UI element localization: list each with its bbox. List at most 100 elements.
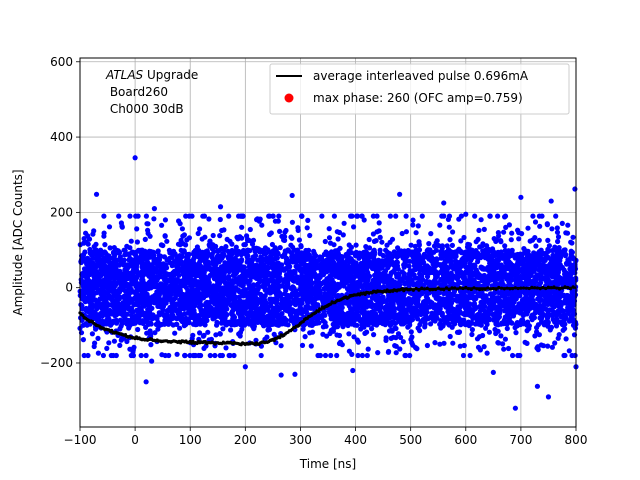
scatter-point [460,352,467,359]
scatter-point [353,242,359,248]
scatter-point [379,239,385,245]
scatter-point [385,282,391,289]
scatter-point [483,325,489,331]
scatter-point [135,259,141,265]
scatter-point [327,240,334,246]
scatter-point [467,352,473,359]
scatter-point [444,243,450,249]
scatter-point [480,317,486,323]
scatter-point [447,237,453,243]
scatter-point [441,213,447,219]
scatter-point [399,230,405,237]
scatter-point [157,312,163,318]
scatter-point [505,345,512,352]
scatter-point [534,329,540,335]
scatter-point [558,275,564,281]
scatter-point [185,290,191,296]
scatter-point [306,252,312,258]
scatter-point [176,218,182,224]
scatter-point [405,247,411,254]
scatter-point [140,318,146,324]
scatter-point [282,307,288,313]
scatter-point [364,286,370,292]
scatter-point [217,216,223,223]
scatter-point [446,213,453,219]
scatter-point [240,314,246,320]
scatter-point [210,232,216,239]
scatter-point [448,300,454,306]
scatter-point [107,260,113,266]
scatter-point [552,340,558,346]
scatter-point [174,351,180,357]
scatter-point [199,249,205,255]
scatter-point [233,320,239,326]
scatter-point [80,337,86,343]
scatter-point [569,240,575,246]
scatter-point [117,342,123,348]
scatter-point [480,242,486,249]
scatter-point [534,345,540,351]
scatter-point [369,326,375,332]
scatter-point [137,270,143,276]
scatter-point [374,213,380,219]
scatter-point [412,266,418,273]
scatter-point [172,330,178,336]
scatter-point [268,253,274,259]
scatter-point [330,259,337,265]
scatter-point [315,352,321,359]
scatter-point [438,321,444,327]
scatter-point [443,252,449,259]
scatter-point [566,348,572,354]
scatter-point [421,269,427,276]
scatter-point [545,343,551,349]
scatter-series [77,155,579,411]
scatter-point [117,270,124,276]
scatter-point [90,231,96,237]
scatter-point [277,245,283,251]
scatter-point [402,307,408,313]
scatter-point [151,252,157,259]
scatter-point [509,301,516,308]
scatter-point [271,331,277,337]
scatter-point [236,331,242,337]
scatter-point [155,319,161,325]
scatter-point [370,320,376,326]
scatter-point [173,321,179,327]
scatter-point [331,213,337,219]
scatter-point [311,248,317,254]
scatter-point [519,231,525,237]
scatter-point [504,321,510,327]
scatter-point [291,257,297,263]
scatter-point [410,217,416,223]
scatter-point [545,255,551,261]
scatter-point [350,262,356,268]
scatter-point [556,319,562,325]
scatter-point [241,264,248,270]
scatter-point [265,327,271,333]
scatter-point [376,220,382,226]
scatter-point [127,213,133,219]
scatter-point [486,329,492,335]
scatter-point [282,237,288,243]
scatter-point [291,270,297,276]
scatter-point [268,296,274,303]
scatter-point [205,277,211,283]
scatter-point [498,333,504,339]
scatter-point [288,234,294,240]
scatter-point [143,352,149,359]
scatter-point [260,256,266,262]
scatter-point [447,333,453,340]
scatter-point [474,312,480,318]
scatter-point [375,350,381,356]
scatter-point [352,315,358,321]
scatter-point [498,238,504,244]
scatter-point [348,244,354,250]
scatter-point [383,298,389,304]
scatter-point [377,247,383,253]
scatter-point [377,234,383,240]
scatter-point [213,243,219,249]
scatter-point [147,233,153,239]
scatter-point [285,247,291,253]
scatter-point [365,346,371,352]
scatter-point [494,237,500,243]
